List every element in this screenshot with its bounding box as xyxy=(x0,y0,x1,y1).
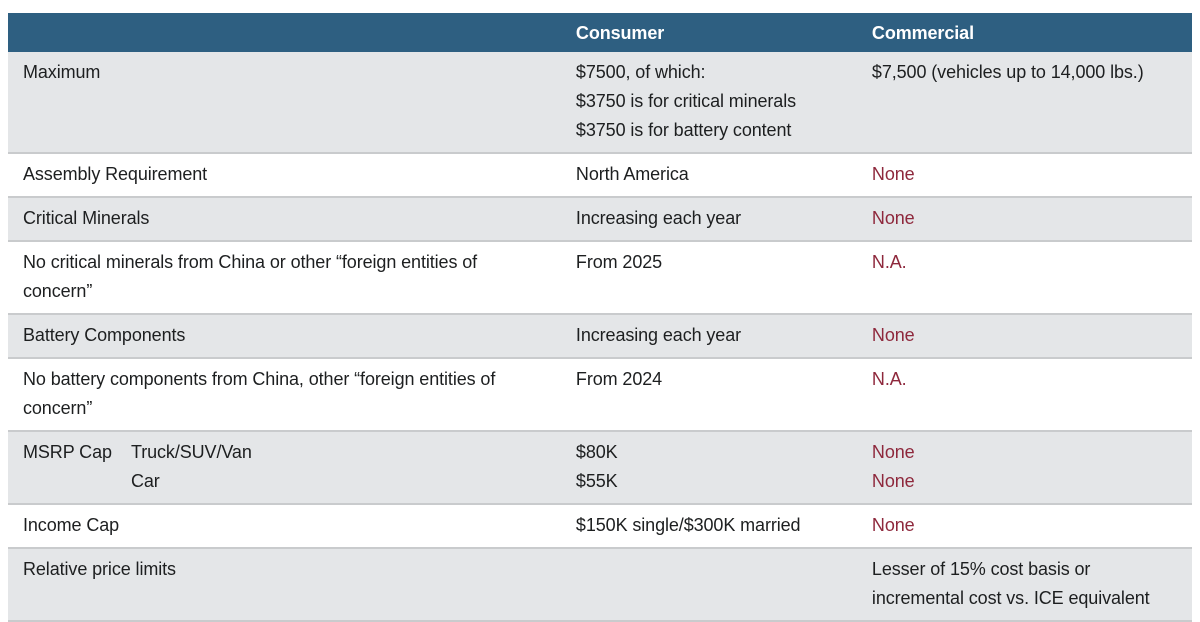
commercial-cell: None xyxy=(871,325,915,345)
commercial-cell: Lesser of 15% cost basis or incremental … xyxy=(857,549,1192,620)
commercial-cell: None xyxy=(871,515,915,535)
commercial-line: None xyxy=(871,442,915,462)
consumer-line: $7500, of which: xyxy=(575,62,706,82)
row-label: MSRP Cap Truck/SUV/Van Car xyxy=(8,432,561,503)
consumer-line: $55K xyxy=(575,471,618,491)
consumer-cell: From 2024 xyxy=(575,369,663,389)
consumer-cell: $7500, of which: $3750 is for critical m… xyxy=(561,52,857,152)
row-label: No critical minerals from China or other… xyxy=(23,252,478,301)
commercial-cell: N.A. xyxy=(871,252,907,272)
commercial-line: Lesser of 15% cost basis or xyxy=(871,559,1091,579)
commercial-line: None xyxy=(871,471,915,491)
table-row-relative-price-limits: Relative price limits Lesser of 15% cost… xyxy=(8,549,1192,622)
row-label: No battery components from China, other … xyxy=(23,369,496,418)
commercial-cell: None xyxy=(871,208,915,228)
row-label: Income Cap xyxy=(23,515,120,535)
consumer-cell: $80K $55K xyxy=(561,432,857,503)
consumer-cell: Increasing each year xyxy=(575,208,742,228)
consumer-cell: North America xyxy=(575,164,689,184)
table-row-income-cap: Income Cap $150K single/$300K married No… xyxy=(8,505,1192,549)
consumer-cell: Increasing each year xyxy=(575,325,742,345)
consumer-line: $3750 is for critical minerals xyxy=(575,91,797,111)
comparison-table: Consumer Commercial Maximum $7500, of wh… xyxy=(8,13,1192,622)
row-label: Battery Components xyxy=(23,325,186,345)
row-label: Critical Minerals xyxy=(23,208,150,228)
row-label: Relative price limits xyxy=(23,559,176,579)
header-commercial: Commercial xyxy=(871,23,974,43)
commercial-cell: None None xyxy=(857,432,1192,503)
commercial-cell: None xyxy=(871,164,915,184)
table-row-no-battery-components-china: No battery components from China, other … xyxy=(8,359,1192,432)
table-row-msrp-cap: MSRP Cap Truck/SUV/Van Car $80K $55K Non… xyxy=(8,432,1192,505)
table-row-battery-components: Battery Components Increasing each year … xyxy=(8,315,1192,359)
table-header-row: Consumer Commercial xyxy=(8,13,1192,52)
msrp-sublabel: Car xyxy=(131,471,160,491)
table-row-assembly-requirement: Assembly Requirement North America None xyxy=(8,154,1192,198)
row-label: Maximum xyxy=(23,62,101,82)
msrp-sublabel: Truck/SUV/Van xyxy=(131,442,252,462)
commercial-cell: $7,500 (vehicles up to 14,000 lbs.) xyxy=(871,62,1144,82)
consumer-line: $80K xyxy=(575,442,618,462)
consumer-cell xyxy=(561,549,857,620)
commercial-cell: N.A. xyxy=(871,369,907,389)
header-spacer-cell xyxy=(8,13,561,52)
table-row-no-critical-minerals-china: No critical minerals from China or other… xyxy=(8,242,1192,315)
consumer-cell: From 2025 xyxy=(575,252,663,272)
table-row-maximum: Maximum $7500, of which: $3750 is for cr… xyxy=(8,52,1192,154)
row-label: Assembly Requirement xyxy=(23,164,208,184)
commercial-line: incremental cost vs. ICE equivalent xyxy=(871,588,1150,608)
header-consumer: Consumer xyxy=(575,23,665,43)
msrp-cap-label: MSRP Cap xyxy=(23,442,112,462)
table-row-critical-minerals: Critical Minerals Increasing each year N… xyxy=(8,198,1192,242)
consumer-line: $3750 is for battery content xyxy=(575,120,792,140)
consumer-cell: $150K single/$300K married xyxy=(575,515,801,535)
